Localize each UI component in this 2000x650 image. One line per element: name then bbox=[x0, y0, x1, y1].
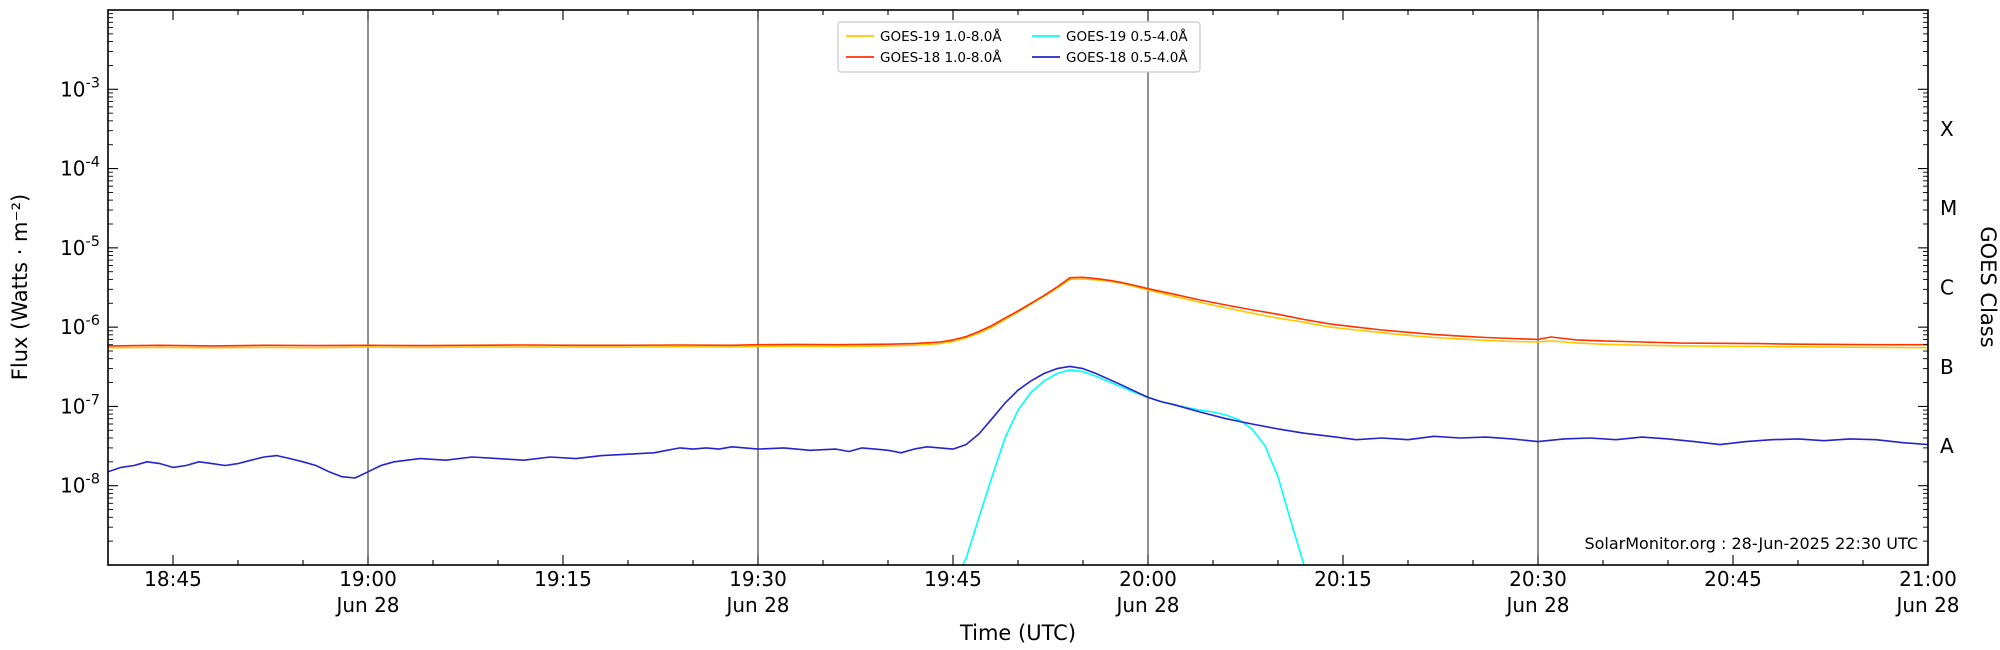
watermark: SolarMonitor.org : 28-Jun-2025 22:30 UTC bbox=[1584, 534, 1918, 553]
goes-class-label-B: B bbox=[1940, 355, 1954, 379]
x-tick-date-label: Jun 28 bbox=[1114, 593, 1179, 617]
y-tick-label: 10-5 bbox=[60, 234, 100, 260]
y-tick-label: 10-7 bbox=[60, 392, 100, 418]
legend-label: GOES-19 1.0-8.0Å bbox=[880, 28, 1002, 45]
legend-box bbox=[837, 21, 1201, 73]
x-tick-label: 18:45 bbox=[144, 567, 202, 591]
x-tick-date-label: Jun 28 bbox=[334, 593, 399, 617]
plot-frame bbox=[107, 9, 1929, 566]
y-tick-label: 10-4 bbox=[60, 155, 100, 181]
x-tick-date-label: Jun 28 bbox=[1504, 593, 1569, 617]
x-tick-date-label: Jun 28 bbox=[1894, 593, 1959, 617]
legend-label: GOES-19 0.5-4.0Å bbox=[1066, 28, 1188, 45]
series-line-2 bbox=[961, 369, 1305, 565]
x-tick-label: 19:45 bbox=[924, 567, 982, 591]
x-axis-title: Time (UTC) bbox=[959, 621, 1076, 645]
y-tick-label: 10-6 bbox=[60, 313, 100, 339]
x-tick-label: 21:00 bbox=[1899, 567, 1957, 591]
x-tick-label: 20:15 bbox=[1314, 567, 1372, 591]
day-boundary-gridlines bbox=[367, 10, 1539, 565]
x-tick-label: 19:30 bbox=[729, 567, 787, 591]
series-line-1 bbox=[108, 276, 1928, 347]
goes-class-letters: X M C B A bbox=[1940, 117, 1957, 458]
series-line-0 bbox=[108, 278, 1928, 349]
goes-class-label-X: X bbox=[1940, 117, 1954, 141]
series-lines bbox=[108, 276, 1928, 565]
goes-class-label-M: M bbox=[1940, 196, 1957, 220]
x-tick-label: 19:00 bbox=[339, 567, 397, 591]
plot-border bbox=[107, 9, 1929, 566]
y-tick-label: 10-3 bbox=[60, 75, 100, 101]
y-axis-title: Flux (Watts · m⁻²) bbox=[8, 194, 32, 380]
right-axis-title: GOES Class bbox=[1976, 226, 2000, 347]
x-tick-label: 20:45 bbox=[1704, 567, 1762, 591]
goes-class-label-A: A bbox=[1940, 434, 1954, 458]
axis-ticks bbox=[107, 10, 1929, 565]
legend-label: GOES-18 0.5-4.0Å bbox=[1066, 49, 1188, 66]
goes-class-label-C: C bbox=[1940, 276, 1954, 300]
legend-label: GOES-18 1.0-8.0Å bbox=[880, 49, 1002, 66]
y-tick-label: 10-8 bbox=[60, 472, 100, 498]
x-tick-label: 19:15 bbox=[534, 567, 592, 591]
x-tick-label: 20:00 bbox=[1119, 567, 1177, 591]
x-tick-date-label: Jun 28 bbox=[724, 593, 789, 617]
legend: GOES-19 1.0-8.0Å GOES-18 1.0-8.0Å GOES-19 … bbox=[837, 21, 1201, 73]
x-tick-label: 20:30 bbox=[1509, 567, 1567, 591]
series-line-3 bbox=[108, 365, 1928, 479]
